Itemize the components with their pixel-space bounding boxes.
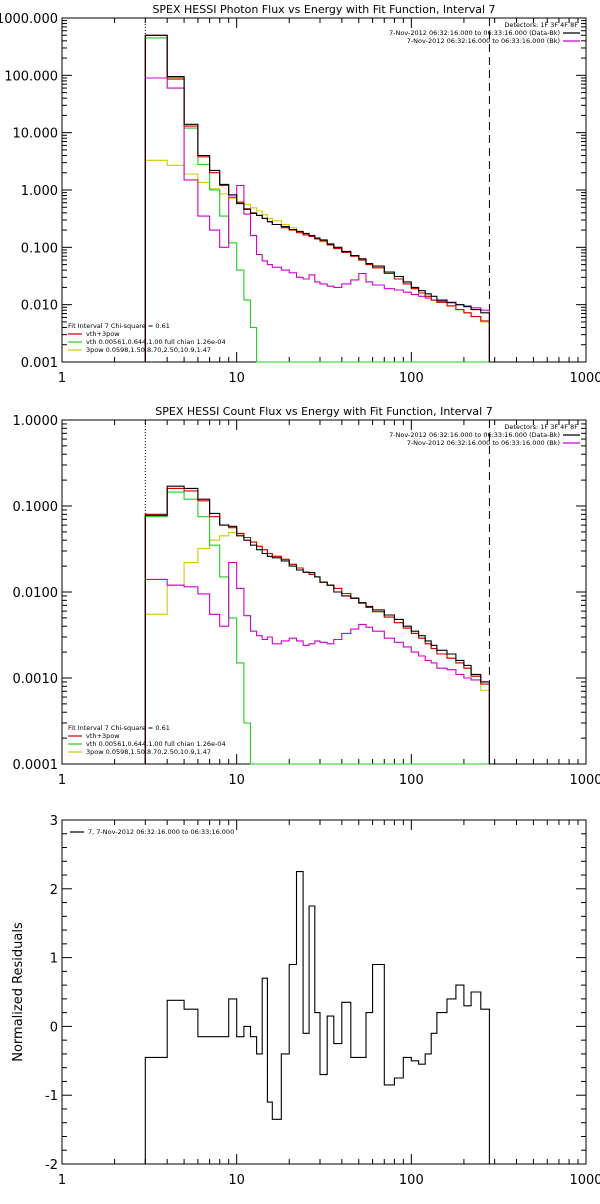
- plot-frame: [62, 820, 586, 1164]
- y-tick-label: -1: [45, 1089, 58, 1104]
- header-legend-entry: 7-Nov-2012 06:32:16.000 to 06:33:16.000 …: [389, 431, 560, 439]
- y-tick-label: 2: [50, 883, 58, 898]
- x-tick-label: 100: [399, 773, 424, 788]
- y-tick-label: 0: [50, 1020, 58, 1035]
- header-legend-entry: 7-Nov-2012 06:32:16.000 to 06:33:16.000 …: [407, 439, 560, 447]
- x-tick-label: 10: [228, 1173, 245, 1188]
- y-tick-label: -2: [45, 1158, 58, 1173]
- y-tick-label: 0.001: [21, 356, 58, 371]
- header-legend-entry: 7-Nov-2012 06:32:16.000 to 06:33:16.000 …: [407, 37, 560, 45]
- y-tick-label: 1.000: [21, 184, 58, 199]
- x-tick-label: 100: [399, 1173, 424, 1188]
- plot-area: 1 10 100 1000 0.0001 0.0010 0.0100 0.1000 1.0000…: [13, 414, 600, 788]
- plot-frame: [62, 18, 586, 362]
- plot-area: 1 10 100 1000 -2 -1 0 1 2 3 7, 7-Nov-2012 06:32:16…: [45, 814, 600, 1188]
- y-tick-label: 0.0010: [13, 672, 59, 687]
- powerlaw-fit-line: [145, 160, 489, 362]
- powerlaw-fit-line: [145, 533, 489, 764]
- x-tick-label: 10: [228, 371, 245, 386]
- residual-legend-entry: 7, 7-Nov-2012 06:32:16.000 to 06:33:16.0…: [88, 828, 234, 836]
- fit-legend-entry: vth+3pow: [86, 330, 120, 338]
- background-series-line: [145, 563, 489, 764]
- y-tick-label: 0.010: [21, 299, 58, 314]
- fit-legend-heading: Fit Interval 7 Chi-square = 0.61: [68, 724, 170, 732]
- y-tick-label: 0.0100: [13, 586, 59, 601]
- x-tick-label: 1000: [569, 371, 600, 386]
- y-tick-label: 0.100: [21, 241, 58, 256]
- x-tick-label: 10: [228, 773, 245, 788]
- detectors-label: Detectors: 1F 3F 4F 8F: [504, 423, 578, 431]
- y-tick-label: 100.000: [4, 69, 58, 84]
- y-tick-label: 1000.000: [0, 12, 58, 27]
- plot-area: 1 10 100 1000 0.001 0.010 0.100 1.000 10.000 100.…: [0, 12, 600, 386]
- plot-frame: [62, 420, 586, 764]
- header-legend-entry: 7-Nov-2012 06:32:16.000 to 06:33:16.000 …: [389, 29, 560, 37]
- y-tick-label: 10.000: [13, 127, 59, 142]
- data-series-line: [145, 35, 489, 362]
- y-tick-label: 0.0001: [13, 758, 59, 773]
- fit-legend-entry: vth+3pow: [86, 732, 120, 740]
- data-series-line: [145, 872, 489, 1164]
- data-series-line: [145, 486, 489, 764]
- count-flux-chart: SPEX HESSI Count Flux vs Energy with Fit…: [13, 405, 600, 788]
- total-fit-line: [145, 488, 489, 764]
- detectors-label: Detectors: 1F 3F 4F 8F: [504, 21, 578, 29]
- fit-legend-entry: vth 0.00561,0.644,1.00 full chian 1.26e-…: [86, 740, 226, 748]
- thermal-fit-line: [145, 38, 489, 362]
- y-tick-label: 1.0000: [13, 414, 59, 429]
- y-axis-label: Normalized Residuals: [11, 922, 26, 1062]
- y-tick-label: 3: [50, 814, 58, 829]
- x-tick-label: 100: [399, 371, 424, 386]
- x-tick-label: 1: [58, 1173, 66, 1188]
- background-series-line: [145, 78, 489, 362]
- x-tick-label: 1000: [569, 1173, 600, 1188]
- fit-legend-entry: vth 0.00561,0.644,1.00 full chian 1.26e-…: [86, 338, 226, 346]
- x-tick-label: 1: [58, 773, 66, 788]
- total-fit-line: [145, 35, 489, 362]
- photon-flux-chart: SPEX HESSI Photon Flux vs Energy with Fi…: [0, 3, 600, 386]
- x-tick-label: 1: [58, 371, 66, 386]
- chart-title: SPEX HESSI Count Flux vs Energy with Fit…: [155, 405, 492, 418]
- fit-legend-entry: 3pow 0.0598,1.50,8.70,2.50,10.9,1.47: [86, 748, 211, 756]
- x-tick-label: 1000: [569, 773, 600, 788]
- y-tick-label: 1: [50, 952, 58, 967]
- y-tick-label: 0.1000: [13, 500, 59, 515]
- thermal-fit-line: [145, 492, 489, 764]
- residuals-chart: Normalized Residuals 1 10 100 1000 -2 -1 0 1 2 3 7…: [11, 814, 600, 1188]
- fit-legend-entry: 3pow 0.0598,1.50,8.70,2.50,10.9,1.47: [86, 346, 211, 354]
- fit-legend-heading: Fit Interval 7 Chi-square = 0.61: [68, 322, 170, 330]
- chart-title: SPEX HESSI Photon Flux vs Energy with Fi…: [152, 3, 495, 16]
